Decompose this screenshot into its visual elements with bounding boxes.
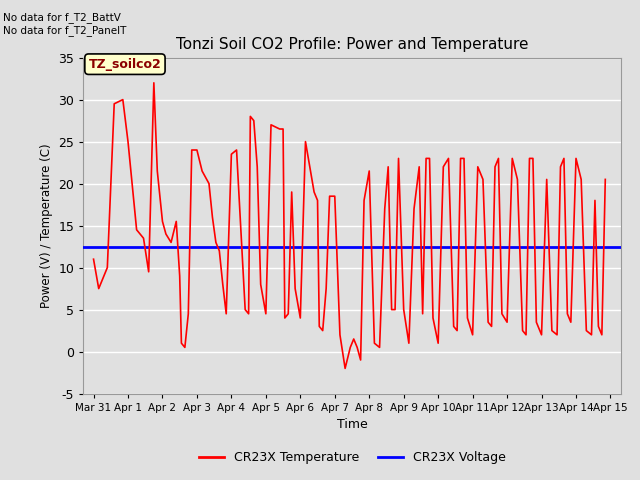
X-axis label: Time: Time <box>337 418 367 431</box>
Text: No data for f_T2_BattV: No data for f_T2_BattV <box>3 12 121 23</box>
Title: Tonzi Soil CO2 Profile: Power and Temperature: Tonzi Soil CO2 Profile: Power and Temper… <box>176 37 528 52</box>
Text: No data for f_T2_PanelT: No data for f_T2_PanelT <box>3 25 127 36</box>
Text: TZ_soilco2: TZ_soilco2 <box>88 58 161 71</box>
Legend: CR23X Temperature, CR23X Voltage: CR23X Temperature, CR23X Voltage <box>193 446 511 469</box>
Y-axis label: Power (V) / Temperature (C): Power (V) / Temperature (C) <box>40 144 52 308</box>
